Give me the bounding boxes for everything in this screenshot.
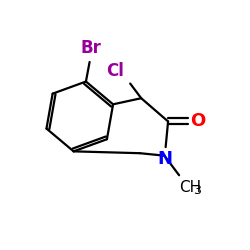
Text: N: N (157, 150, 172, 168)
Text: Br: Br (80, 39, 101, 57)
Text: Cl: Cl (106, 62, 124, 80)
Text: 3: 3 (193, 184, 201, 198)
Text: O: O (190, 112, 205, 130)
Text: CH: CH (179, 180, 201, 195)
